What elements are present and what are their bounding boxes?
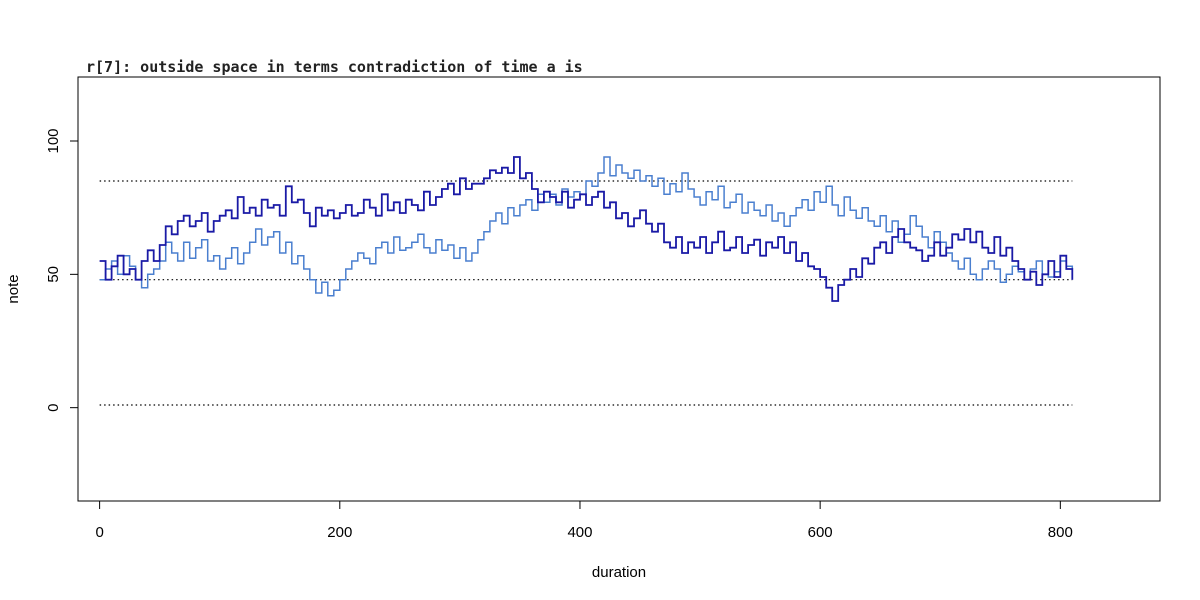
- x-tick-label: 400: [567, 524, 592, 541]
- series-line-0: [99, 156, 1074, 302]
- x-axis: 0 200 400 600 800: [95, 500, 1073, 541]
- series-layer: [99, 156, 1074, 302]
- reference-lines: [99, 180, 1073, 406]
- x-tick-label: 0: [95, 524, 103, 541]
- x-tick-label: 200: [327, 524, 352, 541]
- y-tick-label: 100: [45, 128, 62, 153]
- series-line-1: [99, 156, 1074, 297]
- y-axis: 0 50 100: [45, 128, 79, 412]
- plot-frame: [77, 76, 1161, 502]
- chart-title: r[7]: outside space in terms contradicti…: [86, 58, 583, 76]
- x-tick-label: 800: [1048, 524, 1073, 541]
- y-axis-label: note: [5, 274, 22, 303]
- y-tick-label: 50: [45, 266, 62, 283]
- y-tick-label: 0: [45, 403, 62, 411]
- x-axis-label: duration: [592, 564, 646, 581]
- x-tick-label: 600: [808, 524, 833, 541]
